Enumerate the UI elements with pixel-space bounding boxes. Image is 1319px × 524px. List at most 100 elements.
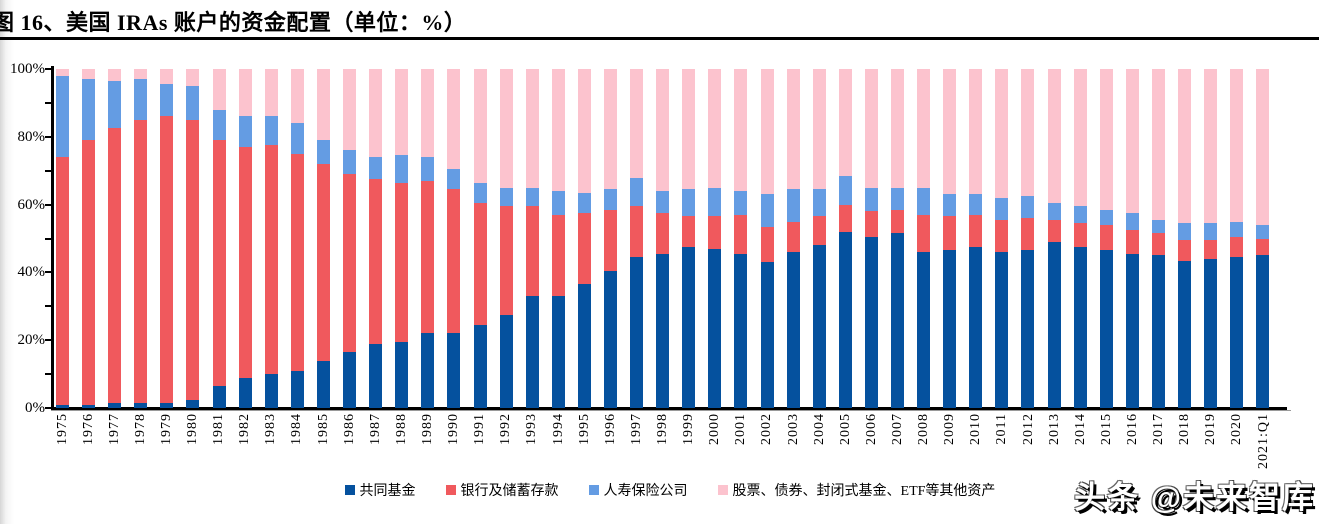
bar-1977 [108, 69, 122, 408]
segment-life-insurance [395, 155, 409, 183]
bar-1979 [160, 69, 174, 408]
bar-2010 [969, 69, 983, 408]
y-tick-label: 0% [25, 400, 45, 416]
segment-life-insurance [917, 187, 931, 215]
segment-other-assets [995, 69, 1009, 198]
bar-1985 [316, 69, 330, 408]
segment-bank-savings-deposits [864, 211, 878, 237]
segment-mutual-funds [630, 257, 644, 408]
segment-mutual-funds [995, 252, 1009, 408]
segment-mutual-funds [603, 270, 617, 408]
segment-bank-savings-deposits [1204, 240, 1218, 259]
segment-bank-savings-deposits [343, 174, 357, 353]
segment-bank-savings-deposits [943, 216, 957, 251]
segment-mutual-funds [917, 252, 931, 408]
watermark-text: 头条 @未来智库 [1074, 480, 1315, 515]
segment-life-insurance [264, 116, 278, 146]
x-tick-label-2018: 2018 [1177, 413, 1193, 445]
segment-bank-savings-deposits [603, 209, 617, 271]
x-tick-label-1998: 1998 [655, 413, 670, 445]
segment-life-insurance [995, 197, 1009, 220]
segment-bank-savings-deposits [1047, 219, 1061, 242]
segment-mutual-funds [421, 333, 435, 408]
y-tick-label: 100% [10, 61, 45, 77]
x-tick-label-1996: 1996 [602, 413, 618, 445]
x-tick-label-1999: 1999 [681, 413, 697, 445]
segment-bank-savings-deposits [212, 140, 226, 386]
bar-2006 [864, 69, 878, 408]
segment-life-insurance [1256, 224, 1270, 239]
y-axis-tick [45, 169, 51, 172]
segment-mutual-funds [1099, 250, 1113, 408]
segment-other-assets [891, 69, 904, 188]
plot-area [54, 69, 1286, 408]
x-tick-label-1984: 1984 [289, 413, 305, 445]
x-tick-label-1992: 1992 [498, 413, 514, 445]
segment-life-insurance [630, 177, 644, 207]
legend-marker-mutual-funds [344, 485, 355, 495]
segment-other-assets [369, 69, 383, 158]
x-tick-label-1978: 1978 [132, 413, 148, 445]
x-tick-label-2002: 2002 [759, 413, 775, 445]
segment-mutual-funds [447, 333, 461, 408]
bar-1997 [630, 69, 644, 408]
bar-2012 [1021, 69, 1035, 408]
segment-mutual-funds [369, 343, 383, 408]
segment-other-assets [1256, 69, 1270, 225]
bar-2009 [943, 69, 957, 408]
y-axis-tick [45, 135, 51, 138]
legend-item-bank-savings-deposits: 银行及储蓄存款 [445, 480, 559, 500]
segment-life-insurance [760, 194, 774, 227]
x-tick-label-1980: 1980 [185, 413, 201, 445]
segment-life-insurance [316, 140, 330, 164]
segment-life-insurance [656, 191, 670, 214]
x-tick-label-1977: 1977 [106, 413, 122, 445]
segment-other-assets [943, 69, 957, 195]
x-tick-label-2006: 2006 [863, 413, 879, 445]
x-tick-label-1987: 1987 [367, 413, 383, 445]
segment-life-insurance [1178, 223, 1192, 241]
x-tick-label-1983: 1983 [263, 413, 279, 445]
x-tick-label-2012: 2012 [1020, 413, 1036, 445]
bar-1993 [525, 69, 539, 408]
segment-bank-savings-deposits [995, 219, 1009, 253]
segment-mutual-funds [1230, 257, 1244, 408]
segment-bank-savings-deposits [525, 206, 539, 297]
segment-bank-savings-deposits [421, 180, 435, 334]
segment-bank-savings-deposits [499, 206, 513, 315]
legend-label: 银行及储蓄存款 [460, 484, 559, 499]
segment-mutual-funds [473, 324, 487, 408]
x-tick-label-2016: 2016 [1124, 413, 1140, 445]
segment-bank-savings-deposits [1125, 230, 1139, 254]
segment-other-assets [682, 69, 696, 190]
segment-other-assets [134, 69, 148, 80]
x-tick-label-2005: 2005 [837, 413, 853, 445]
title-underline [0, 37, 1319, 40]
legend-label: 共同基金 [359, 484, 416, 499]
segment-other-assets [734, 69, 748, 192]
segment-mutual-funds [56, 404, 69, 408]
bar-1998 [656, 69, 670, 408]
bar-1988 [395, 69, 409, 408]
segment-other-assets [656, 69, 670, 192]
segment-bank-savings-deposits [369, 179, 383, 344]
bar-2007 [891, 69, 904, 408]
segment-other-assets [290, 69, 304, 124]
x-axis-shadow-line [51, 410, 1291, 411]
segment-other-assets [343, 69, 357, 151]
segment-bank-savings-deposits [630, 206, 644, 258]
segment-life-insurance [343, 150, 357, 175]
segment-life-insurance [969, 194, 983, 215]
segment-life-insurance [82, 79, 96, 141]
segment-life-insurance [1230, 221, 1244, 237]
segment-other-assets [212, 69, 226, 110]
legend-marker-life-insurance [588, 485, 599, 495]
segment-other-assets [577, 69, 591, 193]
segment-other-assets [786, 69, 800, 190]
segment-life-insurance [1151, 219, 1165, 234]
segment-mutual-funds [1178, 260, 1192, 408]
x-tick-label-2009: 2009 [942, 413, 958, 445]
segment-life-insurance [212, 109, 226, 141]
segment-life-insurance [1204, 223, 1218, 241]
